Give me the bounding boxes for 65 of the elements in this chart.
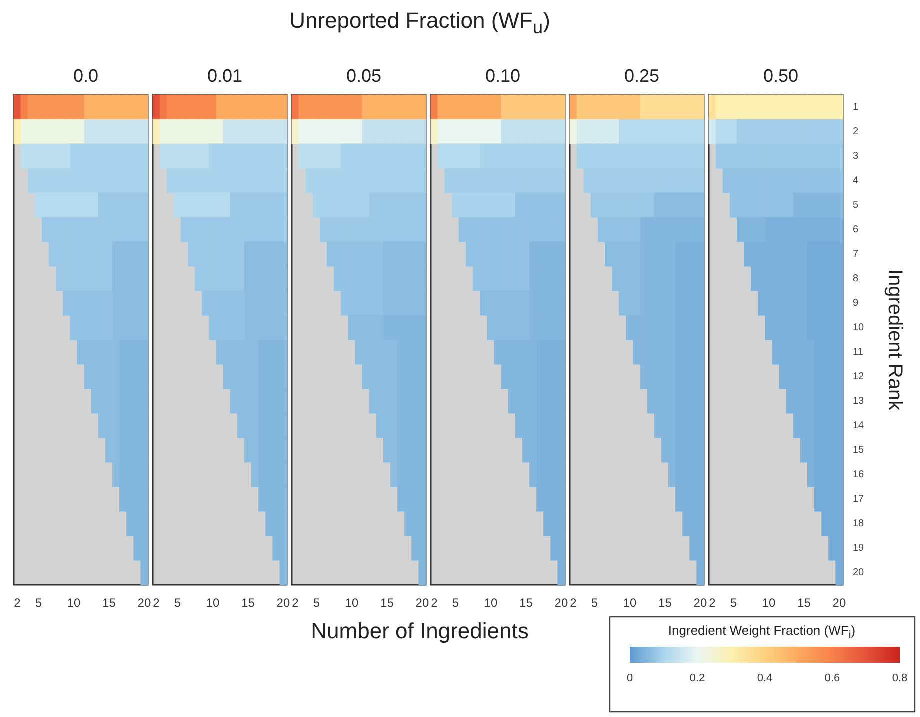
y-tick-label: 20	[853, 567, 865, 578]
y-tick-label: 12	[853, 371, 865, 382]
x-tick-label: 20	[554, 596, 568, 610]
color-bar-label: 0.2	[690, 672, 706, 684]
color-bar-label: 0	[626, 672, 634, 684]
y-tick-label: 1	[853, 102, 859, 113]
x-tick-label: 5	[35, 596, 42, 610]
y-tick-label: 19	[853, 542, 865, 554]
x-tick-label: 5	[591, 596, 598, 610]
x-tick-label: 10	[762, 596, 776, 610]
y-tick-label: 4	[853, 175, 859, 186]
x-tick-label: 10	[206, 596, 220, 610]
y-tick-label: 8	[853, 273, 859, 284]
y-tick-label: 15	[853, 444, 865, 456]
y-tick-label: 18	[853, 518, 865, 530]
x-tick-label: 10	[623, 596, 637, 610]
y-tick-label: 6	[853, 224, 859, 236]
x-tick-label: 2	[14, 596, 22, 610]
x-tick-label: 20	[694, 596, 708, 610]
x-tick-label: 5	[313, 596, 320, 610]
x-tick-label: 20	[276, 596, 290, 610]
x-tick-label: 15	[242, 596, 256, 610]
x-tick-label: 15	[658, 596, 672, 610]
y-tick-label: 5	[853, 200, 859, 211]
x-tick-label: 5	[730, 596, 738, 610]
text: 0.25	[624, 66, 660, 86]
color-bar-title: Ingredient Weight Fraction (WF$_{i}$)	[668, 623, 856, 642]
y-axis-title: Ingredient Rank	[884, 269, 906, 412]
y-tick-label: 9	[853, 298, 859, 309]
x-tick-label: 10	[484, 596, 498, 610]
x-tick-label: 2	[709, 596, 716, 610]
chart-title: Unreported Fraction (WF$_{u}$)	[290, 8, 550, 38]
y-tick-label: 13	[853, 396, 865, 407]
x-tick-label: 2	[292, 596, 300, 610]
x-tick-label: 15	[520, 596, 534, 610]
text: 0.01	[207, 66, 243, 86]
x-tick-label: 10	[345, 596, 359, 610]
color-bar-label: 0.4	[757, 672, 773, 684]
x-tick-label: 5	[174, 596, 182, 610]
color-bar-label: 0.8	[892, 672, 908, 684]
y-tick-label: 11	[853, 346, 864, 358]
y-tick-label: 7	[853, 248, 859, 260]
y-tick-label: 2	[853, 126, 859, 138]
x-tick-label: 10	[67, 596, 81, 610]
x-tick-label: 20	[832, 596, 846, 610]
y-tick-label: 3	[853, 150, 859, 162]
y-tick-label: 17	[853, 494, 865, 505]
x-tick-label: 20	[138, 596, 152, 610]
x-axis-title: Number of Ingredients	[311, 618, 529, 644]
y-tick-label: 16	[853, 469, 865, 480]
x-tick-label: 2	[570, 596, 578, 610]
text: 0.0	[73, 66, 99, 86]
y-tick-label: 10	[853, 322, 865, 334]
text: 0.50	[763, 66, 799, 86]
text: 0.05	[346, 66, 382, 86]
x-tick-label: 20	[416, 596, 430, 610]
x-tick-label: 2	[153, 596, 160, 610]
x-tick-label: 2	[431, 596, 438, 610]
color-bar-label: 0.6	[824, 672, 840, 684]
text: 0.10	[485, 66, 521, 86]
x-tick-label: 5	[452, 596, 460, 610]
x-tick-label: 15	[102, 596, 116, 610]
x-tick-label: 15	[380, 596, 394, 610]
x-tick-label: 15	[798, 596, 812, 610]
y-tick-label: 14	[853, 420, 865, 432]
